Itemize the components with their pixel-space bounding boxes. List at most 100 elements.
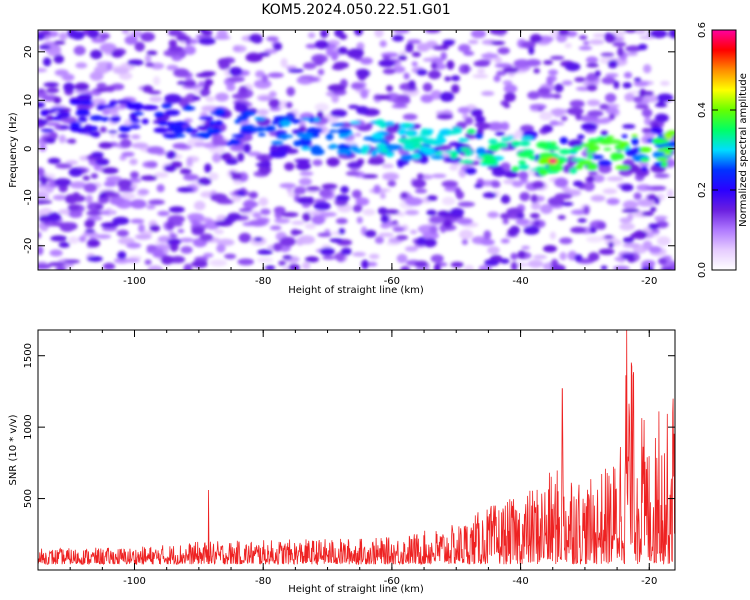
heatmap-cell	[619, 144, 627, 150]
heatmap-cell	[503, 84, 518, 94]
heatmap-cell	[556, 33, 568, 43]
heatmap-cell	[564, 42, 572, 49]
x-tick-label: -80	[255, 276, 271, 287]
heatmap-cell	[641, 211, 654, 217]
heatmap-cell	[396, 94, 411, 102]
heatmap-cell	[139, 189, 149, 195]
heatmap-cell	[176, 34, 189, 42]
heatmap-cell	[377, 207, 388, 215]
heatmap-cell	[362, 174, 379, 179]
heatmap-cell	[373, 94, 391, 100]
heatmap-cell	[124, 35, 138, 45]
heatmap-cell	[168, 124, 176, 129]
heatmap-cell	[237, 152, 245, 162]
heatmap-cell	[487, 246, 500, 255]
heatmap-cell	[146, 146, 165, 155]
heatmap-cell	[294, 158, 311, 163]
heatmap-cell	[600, 265, 608, 270]
heatmap-cell	[63, 259, 81, 264]
heatmap-cell	[586, 99, 601, 107]
y-tick-label: -20	[23, 238, 34, 254]
heatmap-cell	[103, 180, 117, 187]
heatmap-cell	[464, 167, 477, 175]
heatmap-cell	[216, 244, 226, 253]
heatmap-cell	[502, 80, 513, 86]
heatmap-cell	[539, 111, 553, 121]
heatmap-cell	[410, 229, 418, 235]
heatmap-cell	[431, 173, 447, 179]
heatmap-cell	[533, 68, 540, 74]
heatmap-cell	[475, 115, 486, 124]
heatmap-cell	[483, 230, 492, 240]
heatmap-cell	[392, 30, 410, 34]
heatmap-cell	[376, 143, 387, 149]
heatmap-cell	[110, 210, 117, 215]
heatmap-cell	[194, 142, 206, 147]
heatmap-cell	[588, 170, 598, 176]
heatmap-cell	[547, 196, 565, 206]
x-tick-label: -60	[384, 276, 400, 287]
heatmap-cell	[668, 30, 675, 39]
heatmap-cell	[640, 157, 650, 163]
heatmap-cell	[76, 108, 90, 115]
heatmap-cell	[653, 139, 670, 144]
heatmap-cell	[314, 56, 325, 66]
spectrogram-heatmap	[38, 30, 675, 270]
heatmap-cell	[657, 148, 666, 153]
heatmap-cell	[172, 142, 188, 150]
heatmap-cell	[71, 30, 85, 40]
heatmap-cell	[128, 178, 142, 183]
heatmap-cell	[304, 223, 316, 230]
heatmap-cell	[482, 192, 497, 199]
heatmap-cell	[446, 131, 460, 135]
heatmap-cell	[330, 122, 346, 127]
heatmap-cell	[538, 168, 548, 176]
heatmap-cell	[335, 218, 348, 225]
heatmap-cell	[521, 136, 534, 140]
heatmap-cell	[295, 161, 312, 171]
heatmap-cell	[337, 143, 353, 150]
heatmap-cell	[603, 234, 614, 240]
heatmap-cell	[307, 32, 316, 39]
heatmap-cell	[62, 73, 75, 82]
heatmap-cell	[607, 241, 615, 248]
heatmap-cell	[510, 252, 518, 261]
heatmap-cell	[149, 96, 163, 103]
heatmap-cell	[59, 125, 69, 129]
heatmap-cell	[161, 102, 173, 109]
heatmap-cell	[656, 156, 669, 162]
heatmap-cell	[317, 68, 325, 76]
heatmap-cell	[234, 119, 242, 124]
heatmap-cell	[379, 193, 386, 199]
x-tick-label: -80	[255, 576, 271, 587]
heatmap-cell	[38, 101, 46, 109]
heatmap-cell	[573, 146, 583, 151]
heatmap-cell	[531, 180, 545, 189]
heatmap-cell	[253, 237, 263, 242]
heatmap-cell	[400, 192, 409, 199]
heatmap-cell	[299, 171, 314, 176]
heatmap-cell	[561, 115, 568, 122]
heatmap-cell	[206, 127, 214, 131]
heatmap-cell	[418, 132, 433, 137]
heatmap-cell	[165, 150, 177, 159]
heatmap-cell	[554, 177, 569, 188]
heatmap-cell	[255, 70, 265, 78]
heatmap-cell	[570, 209, 588, 215]
heatmap-cell	[164, 109, 180, 116]
heatmap-cell	[577, 159, 593, 166]
heatmap-cell	[493, 74, 501, 83]
heatmap-cell	[335, 194, 350, 202]
heatmap-cell	[69, 126, 84, 132]
snr-ylabel: SNR (10 * v/v)	[8, 414, 19, 485]
heatmap-cell	[464, 116, 474, 125]
heatmap-cell	[523, 225, 540, 235]
heatmap-cell	[183, 118, 193, 123]
heatmap-cell	[398, 54, 407, 61]
heatmap-cell	[481, 159, 497, 165]
heatmap-cell	[396, 253, 408, 264]
heatmap-cell	[586, 154, 594, 160]
heatmap-cell	[38, 33, 46, 41]
heatmap-cell	[651, 185, 667, 191]
heatmap-cell	[589, 39, 605, 45]
